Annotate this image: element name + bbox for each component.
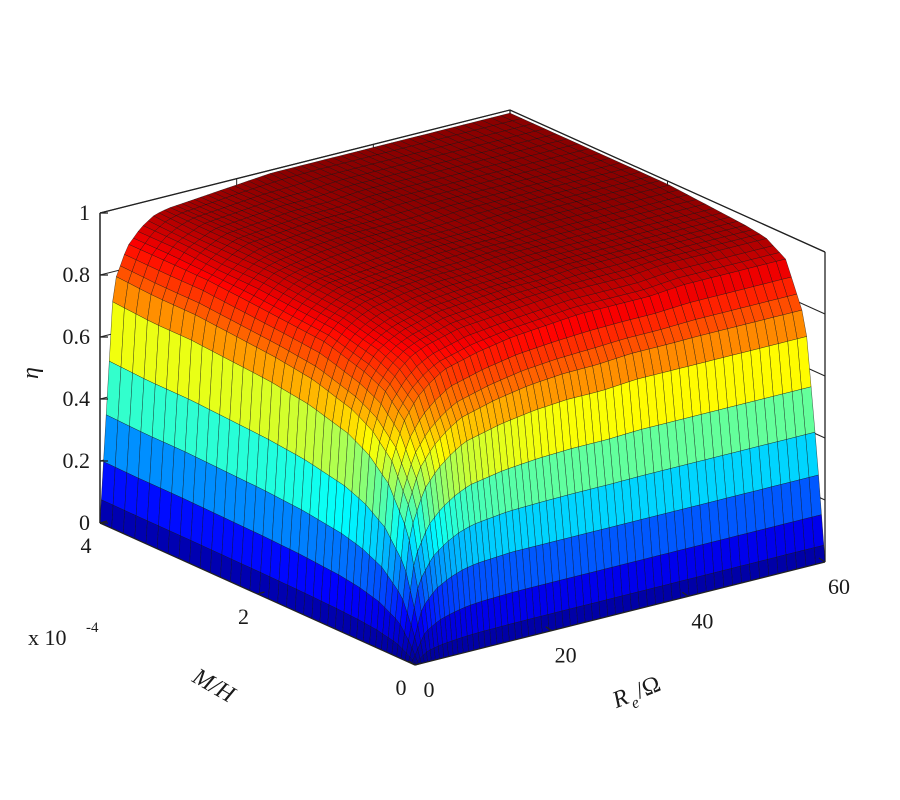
surface-patch bbox=[646, 587, 656, 607]
surface-patch bbox=[135, 477, 150, 522]
surface-patch bbox=[662, 583, 673, 603]
x-tick-label: 20 bbox=[555, 643, 577, 668]
y-tick bbox=[99, 520, 108, 524]
y-axis-multiplier-base: x 10 bbox=[28, 625, 67, 650]
surface-patch bbox=[583, 603, 593, 623]
x-tick-label: 60 bbox=[828, 574, 850, 599]
surface-patch bbox=[670, 581, 681, 601]
z-tick-label: 0 bbox=[79, 510, 90, 535]
z-tick-label: 1 bbox=[79, 200, 90, 225]
surface-patch bbox=[614, 595, 624, 615]
surface-patch bbox=[749, 561, 760, 581]
surface-patch bbox=[804, 547, 816, 568]
x-axis-line bbox=[414, 561, 826, 666]
surface-patch bbox=[785, 552, 797, 572]
surface-patch bbox=[621, 593, 632, 613]
y-tick bbox=[257, 591, 265, 595]
z-tick-label: 0.6 bbox=[63, 324, 91, 349]
y-axis-multiplier-exponent: -4 bbox=[86, 620, 99, 636]
x-tick bbox=[681, 591, 689, 597]
surface-patch bbox=[637, 589, 648, 609]
x-axis-label-main: R bbox=[608, 684, 633, 714]
x-tick-label: 0 bbox=[424, 677, 435, 702]
surface-patch bbox=[568, 607, 578, 627]
surface-patch bbox=[124, 472, 139, 516]
surface-patch bbox=[112, 466, 127, 511]
x-axis-label: R e /Ω bbox=[608, 671, 665, 714]
z-tick-label: 0.2 bbox=[63, 448, 91, 473]
x-axis: 0 20 40 60 bbox=[408, 557, 850, 702]
surface-patch bbox=[776, 554, 788, 575]
y-tick-label: 2 bbox=[238, 604, 249, 629]
surface-patch bbox=[767, 556, 779, 577]
z-tick-label: 0.8 bbox=[63, 262, 91, 287]
surface-patch bbox=[731, 565, 742, 586]
surface-patch bbox=[795, 549, 807, 570]
surface-patch bbox=[704, 572, 716, 593]
surface-patch bbox=[101, 461, 116, 506]
y-axis-label: M/H bbox=[187, 663, 240, 709]
z-axis: 0 0.2 0.4 0.6 0.8 1 bbox=[63, 200, 108, 535]
surface-patch bbox=[561, 608, 571, 629]
y-tick-label: 4 bbox=[81, 533, 92, 558]
surface-patch bbox=[554, 610, 564, 630]
x-tick bbox=[818, 557, 826, 563]
surface-patch bbox=[722, 568, 733, 588]
surface-patch bbox=[696, 574, 707, 595]
y-axis-multiplier: x 10 -4 bbox=[28, 620, 99, 650]
z-tick-label: 0.4 bbox=[63, 386, 91, 411]
surface-patch bbox=[713, 570, 724, 590]
surface-patch bbox=[654, 585, 664, 605]
surface-patch bbox=[687, 577, 698, 597]
x-tick-label: 40 bbox=[691, 608, 713, 633]
surface-patch bbox=[629, 591, 640, 611]
surface-patch bbox=[342, 612, 352, 636]
x-tick bbox=[545, 626, 553, 632]
surface-patch bbox=[319, 600, 330, 626]
surface-patch bbox=[576, 605, 586, 625]
surface-patch bbox=[598, 599, 608, 619]
surface-patch bbox=[740, 563, 751, 584]
surface-patch bbox=[311, 596, 322, 623]
surface-patch bbox=[606, 597, 616, 617]
surface-patch bbox=[335, 608, 345, 633]
y-tick-label: 0 bbox=[396, 675, 407, 700]
surface-patch bbox=[327, 604, 337, 630]
surface-patch bbox=[591, 601, 601, 621]
y-tick bbox=[414, 662, 423, 666]
surface-plot bbox=[99, 112, 826, 666]
surface-patch bbox=[758, 559, 769, 579]
z-axis-label: η bbox=[18, 367, 44, 379]
y-axis: 0 2 4 bbox=[81, 520, 423, 700]
